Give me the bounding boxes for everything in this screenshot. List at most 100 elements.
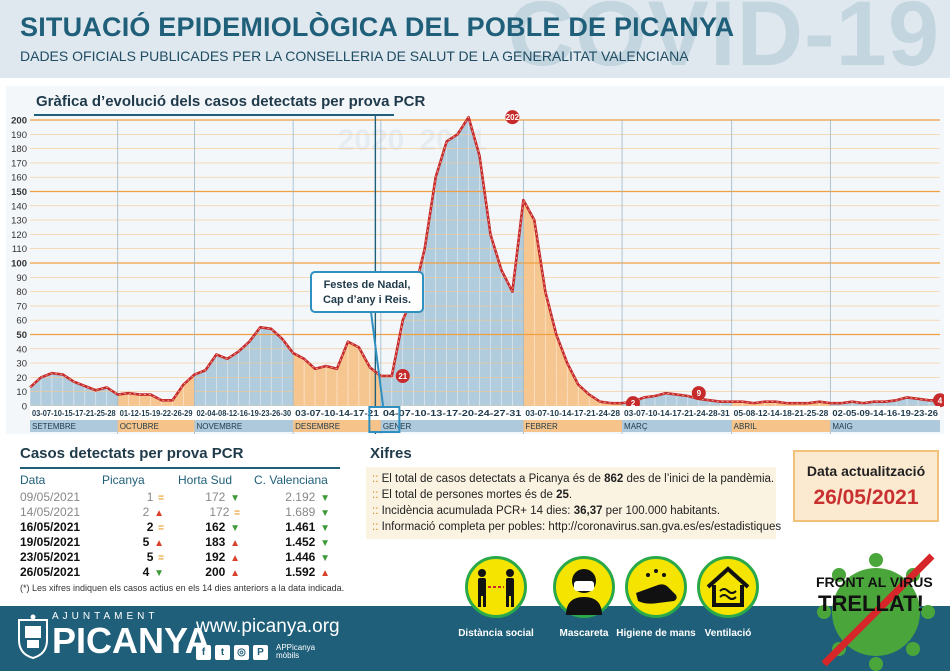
ventilation-icon: [697, 556, 759, 618]
month-band: [293, 420, 381, 432]
y-tick-label: 30: [16, 359, 27, 370]
month-band: [194, 420, 294, 432]
page-subtitle: DADES OFICIALS PUBLICADES PER LA CONSELL…: [20, 48, 689, 64]
xifres-section: Xifres :: El total de casos detectats a …: [366, 445, 781, 539]
y-tick-label: 40: [16, 344, 27, 355]
month-label: OCTUBRE: [120, 422, 159, 431]
y-tick-label: 110: [12, 244, 27, 255]
trend-down-icon: ▼: [227, 492, 240, 504]
app-icon[interactable]: P: [253, 644, 268, 660]
y-tick-label: 190: [11, 130, 27, 141]
trend-eq-icon: =: [231, 507, 240, 519]
xifres-line: :: Incidència acumulada PCR+ 14 dies: 36…: [372, 505, 721, 517]
month-band: [30, 420, 118, 432]
cell-picanya: 5 ▲: [142, 534, 164, 549]
xifres-box: :: El total de casos detectats a Picanya…: [366, 467, 781, 539]
month-band: [731, 420, 831, 432]
chart-title-underline: [34, 114, 394, 116]
header: COVID-19 SITUACIÓ EPIDEMIOLÒGICA DEL POB…: [0, 0, 950, 78]
y-tick-label: 180: [11, 144, 27, 155]
month-label: MARÇ: [624, 422, 648, 431]
table-row: 14/05/2021 2 ▲ 172 = 1.689 ▼: [20, 504, 344, 519]
measure-mask: Mascareta: [553, 556, 615, 639]
point-label: 2: [631, 399, 636, 408]
website-link[interactable]: www.picanya.org: [196, 616, 340, 637]
point-marker: [933, 393, 944, 408]
measure-ventilation: Ventilació: [697, 556, 759, 639]
trend-up-icon: ▲: [227, 552, 240, 564]
twitter-icon[interactable]: t: [215, 644, 230, 660]
cell-cv: 2.192 ▼: [285, 489, 330, 504]
info-link[interactable]: Informació completa per pobles: http://c…: [381, 521, 782, 533]
area-febrer: [523, 200, 623, 406]
instagram-icon[interactable]: ◎: [234, 644, 249, 660]
cell-picanya: 4 ▼: [142, 564, 164, 579]
month-band: [622, 420, 732, 432]
social-distance-icon: [465, 556, 527, 618]
y-tick-label: 200: [11, 116, 27, 127]
hand-washing-icon: [625, 556, 687, 618]
y-tick-label: 60: [16, 316, 27, 327]
month-band: [523, 420, 623, 432]
year-label: 2020: [338, 124, 405, 157]
x-tick-labels: 03-07-10-14-17-21-24-28-31: [624, 409, 730, 418]
cell-picanya: 2 =: [146, 519, 164, 534]
cell-horta: 172 ▼: [205, 489, 240, 504]
month-label: FEBRER: [525, 422, 558, 431]
trend-down-icon: ▼: [317, 492, 330, 504]
cases-section: Casos detectats per prova PCR Data Pican…: [20, 446, 350, 593]
y-tick-label: 100: [11, 259, 27, 270]
facebook-icon[interactable]: f: [196, 644, 211, 660]
x-tick-labels: 03-07-10-14-17-21: [295, 409, 379, 418]
cell-horta: 162 ▼: [205, 519, 240, 534]
x-tick-labels: 02-04-08-12-16-19-23-26-30: [196, 409, 291, 418]
covid-watermark: COVID-19: [507, 0, 940, 78]
trend-down-icon: ▼: [317, 537, 330, 549]
trend-down-icon: ▼: [227, 522, 240, 534]
month-band: [830, 420, 940, 432]
cell-date: 16/05/2021: [20, 519, 81, 534]
annotation-pointer: [370, 311, 385, 409]
month-band: [117, 420, 195, 432]
update-box: Data actualització 26/05/2021: [793, 450, 939, 522]
annotation-box: [310, 271, 424, 313]
table-header-row: Data Picanya Horta Sud C. Valenciana: [20, 473, 344, 489]
page-title: SITUACIÓ EPIDEMIOLÒGICA DEL POBLE DE PIC…: [20, 12, 735, 42]
xifres-line: :: El total de persones mortes és de 25.: [372, 489, 573, 501]
cell-picanya: 1 =: [146, 489, 164, 504]
measure-label: Ventilació: [704, 628, 752, 639]
campaign-line-1: FRONT AL VIRUS: [816, 574, 933, 590]
mask-icon: [553, 556, 615, 618]
col-header-date: Data: [20, 473, 46, 487]
table-row: 09/05/2021 1 = 172 ▼ 2.192 ▼: [20, 489, 344, 504]
cell-cv: 1.592 ▲: [285, 564, 330, 579]
cell-horta: 192 ▲: [205, 549, 240, 564]
x-axis-band: [30, 406, 940, 420]
measure-distance: Distància social: [458, 556, 534, 639]
month-label: GENER: [383, 422, 412, 431]
x-tick-labels: 01-12-15-19-22-26-29: [120, 409, 193, 418]
cell-picanya: 2 ▲: [142, 504, 164, 519]
trend-down-icon: ▼: [317, 552, 330, 564]
y-tick-label: 50: [16, 330, 27, 341]
x-tick-labels: 03-07-10-15-17-21-25-28: [32, 409, 116, 418]
measure-label: Higiene de mans: [616, 628, 696, 639]
xifres-title: Xifres: [370, 445, 412, 462]
cases-title: Casos detectats per prova PCR: [20, 445, 244, 462]
app-label: APPicanya mòbils: [276, 643, 316, 660]
table-row: 16/05/2021 2 = 162 ▼ 1.461 ▼: [20, 519, 344, 534]
y-tick-label: 140: [11, 201, 27, 212]
trend-down-icon: ▼: [317, 507, 330, 519]
point-marker: [505, 110, 520, 125]
cell-date: 19/05/2021: [20, 534, 81, 549]
x-tick-labels: 03-07-10-14-17-21-24-28: [525, 409, 620, 418]
cell-horta: 172 =: [209, 504, 240, 519]
x-tick-labels: 04-07-10-13-17-20-24-27-31: [383, 409, 522, 418]
town-crest-icon: [18, 614, 48, 660]
trend-up-icon: ▲: [317, 567, 330, 579]
cell-cv: 1.461 ▼: [285, 519, 330, 534]
trend-down-icon: ▼: [151, 567, 164, 579]
area-gener: [380, 117, 524, 406]
cases-chart: 2020202101020304050607080901001101201301…: [11, 110, 944, 434]
update-label: Data actualització: [806, 463, 926, 479]
